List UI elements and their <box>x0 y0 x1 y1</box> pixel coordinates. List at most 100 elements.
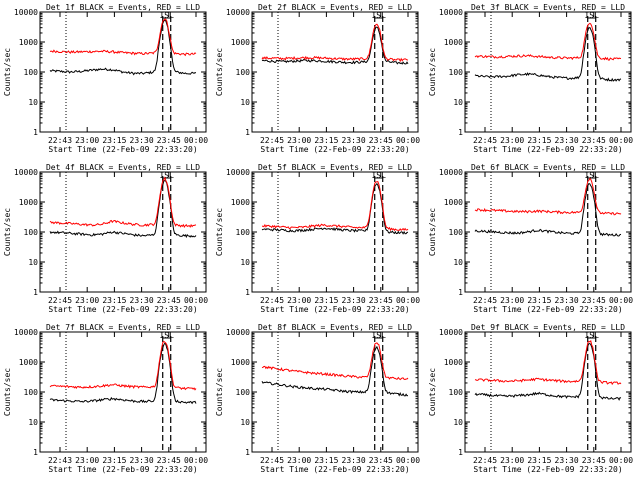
y-axis-label: Counts/sec <box>3 368 12 416</box>
events-trace <box>49 19 197 76</box>
x-tick-label: 23:00 <box>287 136 311 145</box>
lld-trace <box>49 340 197 391</box>
y-tick-label: 1000 <box>19 38 38 47</box>
y-tick-label: 10000 <box>439 168 463 177</box>
x-tick-label: 23:30 <box>130 456 154 465</box>
y-axis-label: Counts/sec <box>3 48 12 96</box>
plot-panel-1: Det 1f BLACK = Events, RED = LLD10000100… <box>3 3 208 154</box>
events-trace <box>261 182 409 235</box>
y-tick-label: 10000 <box>226 328 250 337</box>
x-tick-label: 23:00 <box>75 136 99 145</box>
x-tick-label: 23:45 <box>369 136 393 145</box>
x-tick-label: 23:15 <box>102 136 126 145</box>
y-tick-label: 1000 <box>231 38 250 47</box>
x-tick-label: 23:15 <box>527 456 551 465</box>
x-axis-label: Start Time (22-Feb-09 22:33:20) <box>260 465 409 474</box>
x-axis-label: Start Time (22-Feb-09 22:33:20) <box>48 145 197 154</box>
plot-title: Det 6f BLACK = Events, RED = LLD <box>471 163 625 172</box>
y-tick-label: 100 <box>24 388 39 397</box>
y-tick-label: 1 <box>33 288 38 297</box>
x-axis-label: Start Time (22-Feb-09 22:33:20) <box>473 465 622 474</box>
y-tick-label: 10000 <box>226 168 250 177</box>
y-tick-label: 1000 <box>231 358 250 367</box>
x-tick-label: 00:00 <box>396 456 420 465</box>
x-tick-label: 23:15 <box>102 296 126 305</box>
lld-trace <box>474 177 622 216</box>
x-tick-label: 23:30 <box>555 456 579 465</box>
x-tick-label: 23:30 <box>555 296 579 305</box>
plot-panel-9: Det 9f BLACK = Events, RED = LLD10000100… <box>428 323 633 474</box>
x-axis-label: Start Time (22-Feb-09 22:33:20) <box>473 145 622 154</box>
x-tick-label: 00:00 <box>609 136 633 145</box>
plot-title: Det 7f BLACK = Events, RED = LLD <box>46 323 200 332</box>
x-tick-label: 00:00 <box>184 136 208 145</box>
events-trace <box>261 26 409 65</box>
plot-frame <box>464 11 632 133</box>
x-tick-label: 23:00 <box>500 296 524 305</box>
y-tick-label: 10000 <box>14 328 38 337</box>
lld-trace <box>49 176 197 228</box>
plot-title: Det 3f BLACK = Events, RED = LLD <box>471 3 625 12</box>
isl-annotation: ISL <box>584 11 599 20</box>
x-tick-label: 23:30 <box>342 296 366 305</box>
x-axis-label: Start Time (22-Feb-09 22:33:20) <box>48 465 197 474</box>
y-tick-label: 10 <box>28 418 38 427</box>
y-tick-label: 10 <box>28 258 38 267</box>
y-axis-label: Counts/sec <box>428 48 437 96</box>
y-tick-label: 10 <box>453 418 463 427</box>
isl-annotation: ISL <box>371 171 386 180</box>
plot-panel-2: Det 2f BLACK = Events, RED = LLD10000100… <box>215 3 420 154</box>
x-tick-label: 22:43 <box>48 456 72 465</box>
y-tick-label: 100 <box>236 68 251 77</box>
x-tick-label: 00:00 <box>184 456 208 465</box>
y-axis-label: Counts/sec <box>215 208 224 256</box>
plot-title: Det 9f BLACK = Events, RED = LLD <box>471 323 625 332</box>
events-trace <box>474 343 622 401</box>
isl-annotation: ISL <box>371 331 386 340</box>
lld-trace <box>261 23 409 63</box>
x-tick-label: 23:45 <box>157 456 181 465</box>
y-tick-label: 10000 <box>439 8 463 17</box>
isl-annotation: ISL <box>159 331 174 340</box>
plot-title: Det 8f BLACK = Events, RED = LLD <box>258 323 412 332</box>
y-tick-label: 1 <box>458 288 463 297</box>
x-axis-label: Start Time (22-Feb-09 22:33:20) <box>260 305 409 314</box>
isl-annotation: ISL <box>584 171 599 180</box>
events-trace <box>474 182 622 237</box>
x-tick-label: 22:45 <box>260 136 284 145</box>
x-tick-label: 23:15 <box>314 456 338 465</box>
x-tick-label: 22:43 <box>48 136 72 145</box>
plot-panel-7: Det 7f BLACK = Events, RED = LLD10000100… <box>3 323 208 474</box>
x-tick-label: 23:00 <box>75 456 99 465</box>
x-tick-label: 23:45 <box>369 296 393 305</box>
events-trace <box>474 27 622 82</box>
y-tick-label: 10000 <box>226 8 250 17</box>
x-tick-label: 00:00 <box>184 296 208 305</box>
events-trace <box>49 180 197 239</box>
y-tick-label: 1 <box>458 448 463 457</box>
plot-frame <box>39 171 207 293</box>
y-axis-label: Counts/sec <box>3 208 12 256</box>
lld-trace <box>474 22 622 61</box>
x-tick-label: 23:45 <box>157 296 181 305</box>
x-tick-label: 22:45 <box>260 456 284 465</box>
y-tick-label: 10000 <box>14 8 38 17</box>
isl-annotation: ISL <box>584 331 599 340</box>
x-tick-label: 23:45 <box>582 136 606 145</box>
x-tick-label: 23:15 <box>314 136 338 145</box>
x-tick-label: 23:00 <box>75 296 99 305</box>
x-tick-label: 23:45 <box>369 456 393 465</box>
y-tick-label: 1000 <box>19 198 38 207</box>
x-tick-label: 00:00 <box>609 456 633 465</box>
x-tick-label: 22:45 <box>48 296 72 305</box>
x-tick-label: 22:45 <box>473 296 497 305</box>
y-tick-label: 100 <box>449 228 464 237</box>
y-tick-label: 1 <box>245 288 250 297</box>
y-tick-label: 1000 <box>444 198 463 207</box>
y-tick-label: 100 <box>449 68 464 77</box>
x-tick-label: 23:45 <box>582 296 606 305</box>
x-tick-label: 23:15 <box>527 296 551 305</box>
x-tick-label: 23:30 <box>342 456 366 465</box>
isl-annotation: ISL <box>159 11 174 20</box>
y-tick-label: 10 <box>240 258 250 267</box>
